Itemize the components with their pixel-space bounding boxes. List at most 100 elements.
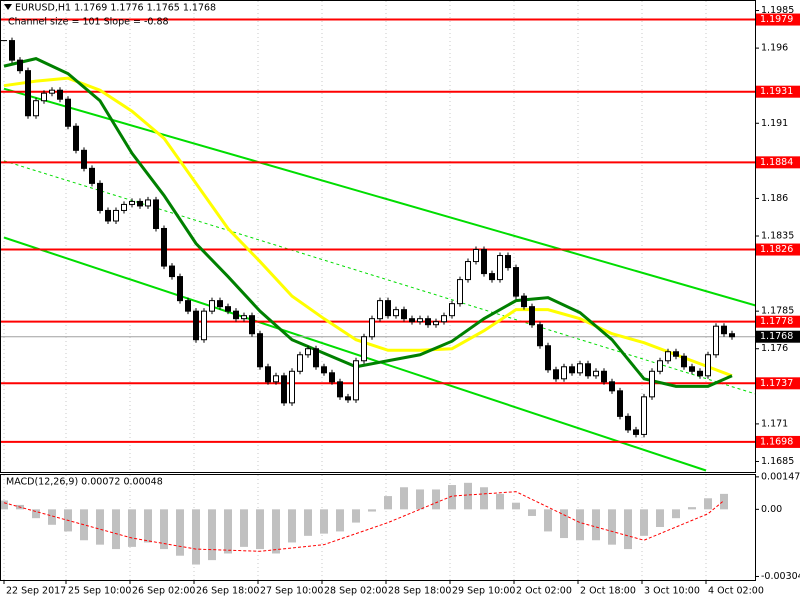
macd-bar (240, 509, 248, 547)
candle (273, 375, 279, 383)
candle (433, 321, 439, 326)
y-tick-label: 1.1835 (761, 231, 794, 242)
candle (417, 318, 423, 323)
macd-bar (608, 509, 616, 545)
level-label: 1.1698 (760, 436, 793, 447)
macd-bar (416, 489, 424, 510)
candle (81, 149, 87, 169)
candle (545, 345, 551, 371)
macd-bar (32, 509, 40, 519)
macd-bar (432, 489, 440, 510)
menu-icon[interactable] (4, 4, 12, 10)
macd-bar (96, 509, 104, 545)
candle (265, 366, 271, 383)
macd-bar (480, 487, 488, 510)
y-tick-label: 1.191 (761, 118, 788, 129)
macd-bar (1, 500, 8, 510)
chart-subtitle: Channel size = 101 Slope = -0.88 (8, 17, 169, 28)
candle (177, 276, 183, 302)
candle (209, 300, 215, 312)
candle (705, 354, 711, 377)
macd-bar (592, 509, 600, 541)
candle (49, 89, 55, 94)
x-tick-label: 22 Sep 2017 (6, 586, 66, 597)
macd-bar (160, 509, 168, 550)
level-label: 1.1737 (760, 378, 793, 389)
candle (361, 336, 367, 362)
macd-y-tick-label: 0.00 (761, 504, 782, 515)
candle (377, 300, 383, 320)
candle (281, 375, 287, 404)
candle (113, 209, 119, 222)
macd-bar (144, 509, 152, 543)
macd-bar (448, 485, 456, 510)
candle (561, 366, 567, 380)
y-tick-label: 1.1685 (761, 456, 794, 467)
candle (257, 333, 263, 368)
macd-bar (544, 509, 552, 532)
candle (137, 200, 143, 207)
x-tick-label: 26 Sep 18:00 (196, 586, 259, 597)
candle (721, 325, 727, 335)
candle (73, 125, 79, 151)
macd-bar (304, 509, 312, 536)
x-tick-label: 2 Oct 02:00 (516, 586, 572, 597)
candle (105, 209, 111, 222)
candle (457, 279, 463, 305)
macd-title: MACD(12,26,9) 0.00072 0.00048 (6, 477, 163, 488)
candle (649, 370, 655, 398)
y-tick-label: 1.1985 (761, 5, 794, 16)
candle (577, 363, 583, 374)
candle (201, 310, 207, 341)
macd-y-tick-label: -0.00304 (761, 571, 800, 582)
candle (41, 92, 47, 102)
macd-bar (224, 509, 232, 554)
candle (369, 318, 375, 338)
macd-bar (496, 493, 504, 510)
y-tick-label: 1.176 (761, 343, 788, 354)
candle (97, 182, 103, 211)
channel-line (3, 236, 707, 472)
level-label: 1.1826 (760, 244, 793, 255)
x-tick-label: 3 Oct 10:00 (644, 586, 700, 597)
macd-bar (688, 507, 696, 510)
candle (225, 306, 231, 312)
macd-bar (128, 509, 136, 547)
candle (441, 315, 447, 323)
candle (185, 300, 191, 312)
macd-bar (48, 509, 56, 525)
current-price-bg (756, 330, 800, 343)
level-label-bg (756, 156, 800, 169)
candle (385, 300, 391, 317)
candle (625, 415, 631, 431)
candle (521, 295, 527, 308)
macd-bar (176, 509, 184, 556)
candle (241, 315, 247, 320)
macd-bar (704, 498, 712, 510)
candle (657, 360, 663, 372)
moving-average (3, 76, 733, 378)
level-label-bg (756, 85, 800, 98)
candle (681, 355, 687, 368)
macd-bar (320, 509, 328, 534)
candle (25, 70, 31, 117)
macd-bar (384, 496, 392, 510)
level-label-bg (756, 243, 800, 256)
y-tick-label: 1.196 (761, 43, 788, 54)
macd-bar (352, 509, 360, 523)
candle (513, 267, 519, 297)
candle (473, 249, 479, 263)
candle (169, 265, 175, 278)
level-label-bg (756, 13, 800, 26)
candle (329, 372, 335, 383)
price-plot (1, 18, 755, 472)
candle (481, 249, 487, 275)
candle (313, 348, 319, 368)
candle (505, 255, 511, 269)
candle (337, 381, 343, 398)
x-tick-label: 29 Sep 10:00 (452, 586, 515, 597)
channel-line (3, 87, 755, 307)
macd-bar (512, 502, 520, 510)
level-label: 1.1884 (760, 157, 793, 168)
